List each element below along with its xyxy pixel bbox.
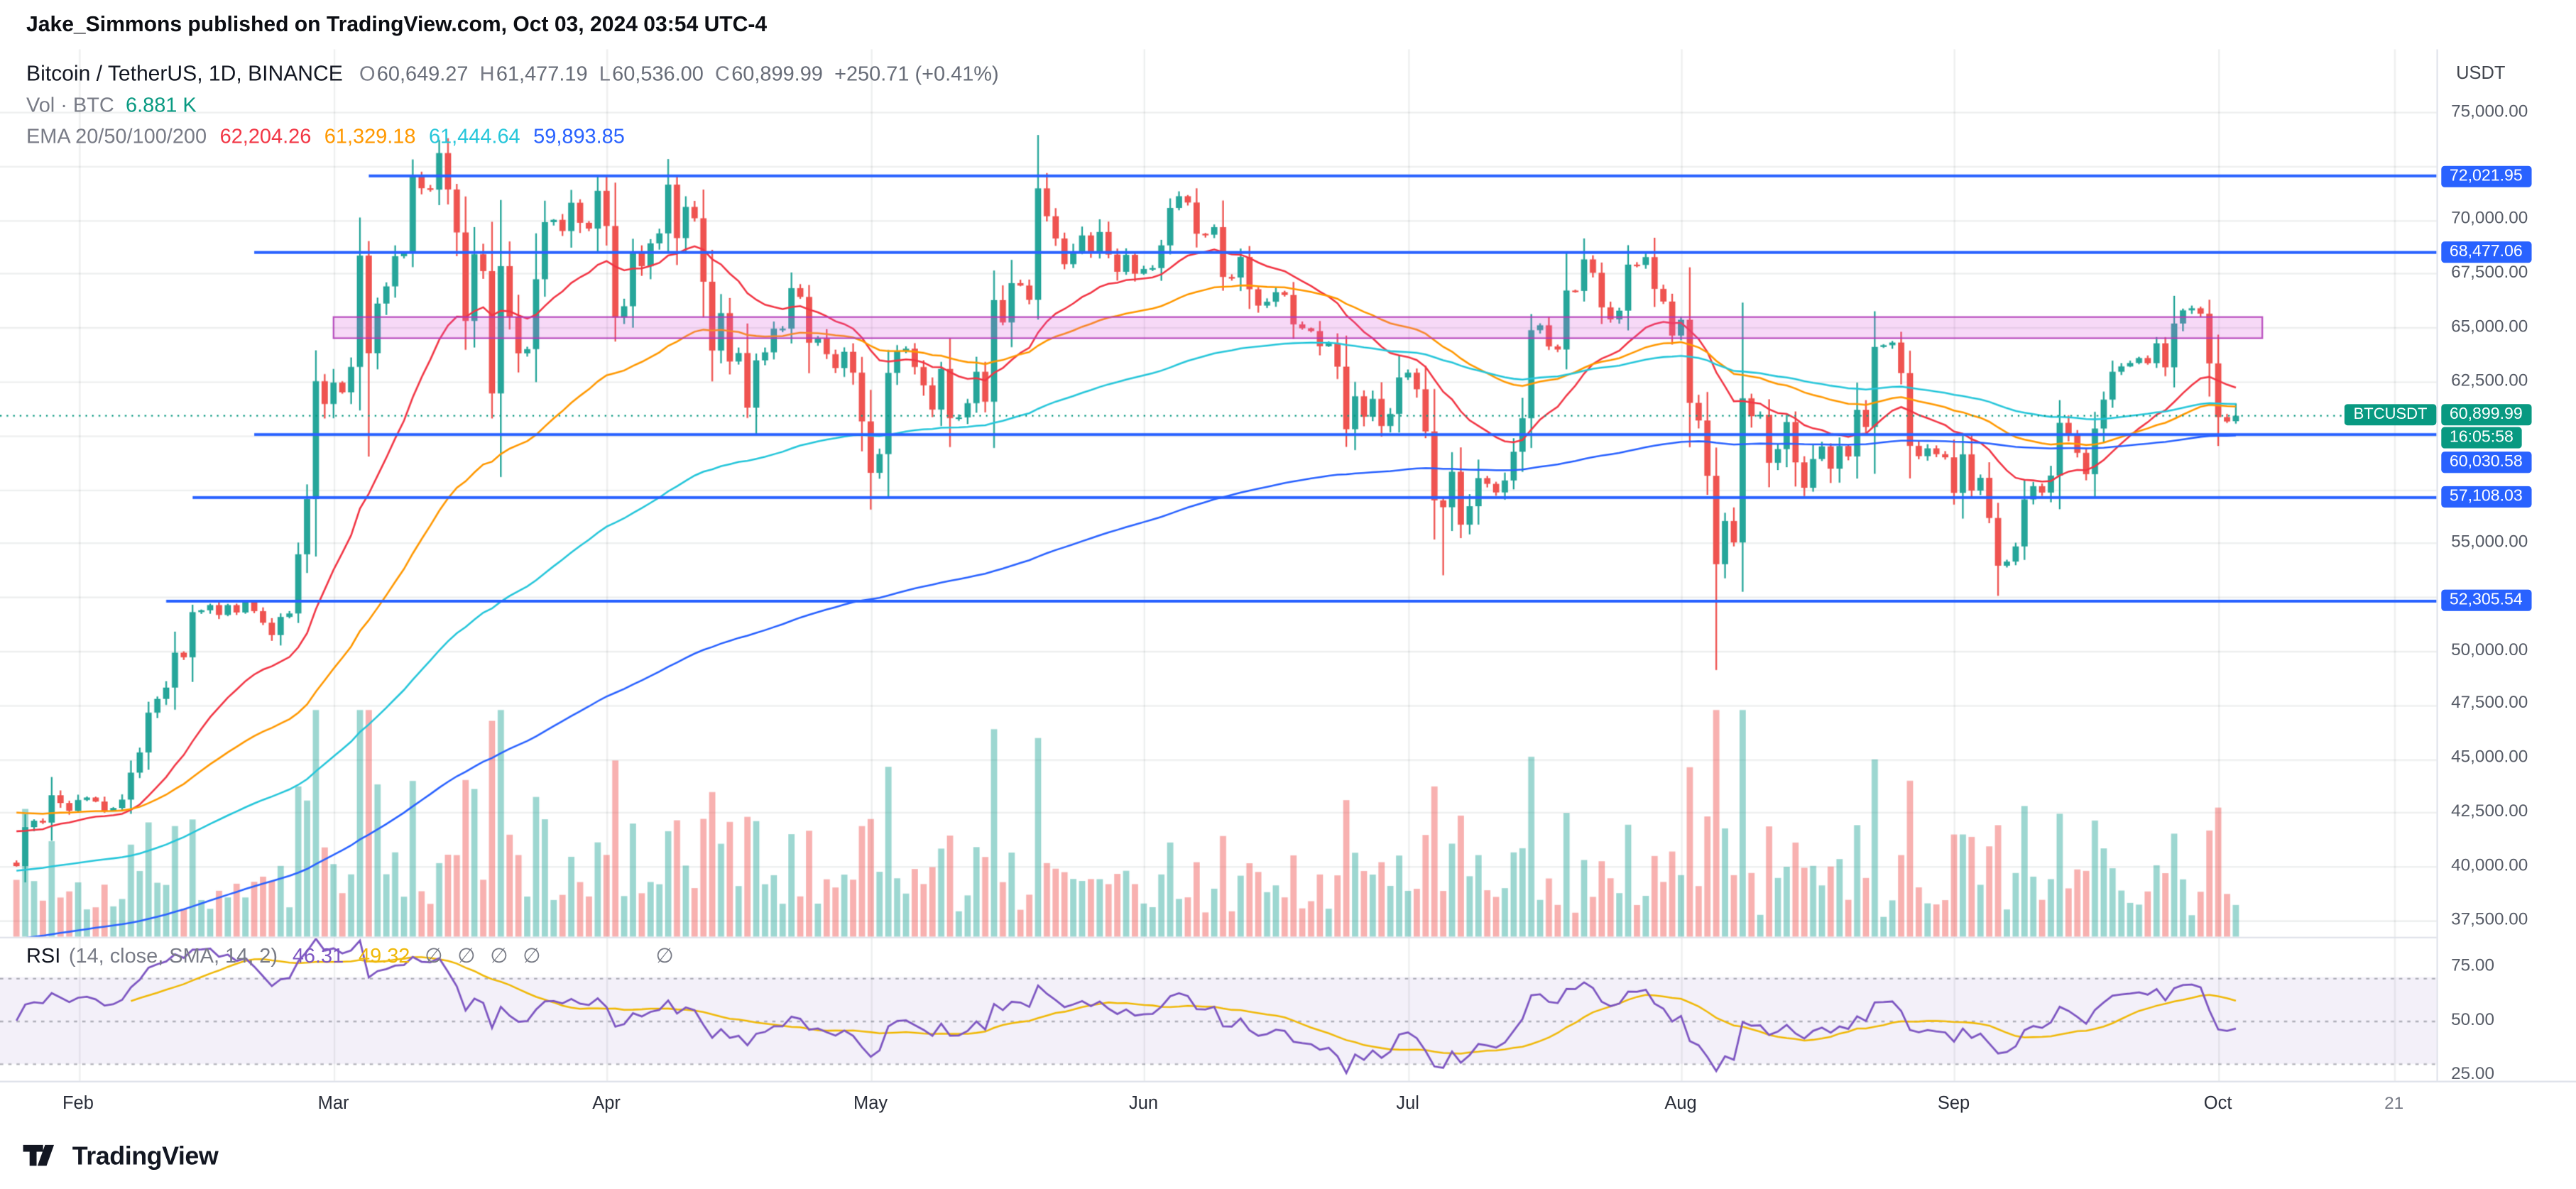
ohlc-l: L 60,536.00 [599, 62, 704, 86]
price-axis-tick: 47,500.00 [2451, 694, 2528, 713]
time-axis-label-jul: Jul [1396, 1093, 1419, 1114]
publish-info-bar: Jake_Simmons published on TradingView.co… [0, 0, 2576, 50]
ema-value-200: 59,893.85 [533, 124, 625, 148]
last-price-symbol-tag: BTCUSDT [2344, 405, 2437, 427]
time-axis-label-may: May [853, 1093, 888, 1114]
price-level-badge: 72,021.95 [2441, 165, 2531, 187]
tradingview-brand-text[interactable]: TradingView [72, 1143, 219, 1171]
ema-label[interactable]: EMA 20/50/100/200 [26, 124, 207, 148]
rsi-value-0: 46.31 [292, 944, 344, 968]
rsi-legend-row: RSI (14, close, SMA, 14, 2) 46.31 49.32 ∅ ∅ ∅ ∅… [26, 943, 674, 968]
price-axis-tick: 50,000.00 [2451, 640, 2528, 659]
ema-legend-row: EMA 20/50/100/200 62,204.26 61,329.18 61,4… [26, 125, 999, 148]
price-level-badge: 60,030.58 [2441, 452, 2531, 474]
rsi-value-1: 49.32 [359, 944, 410, 968]
time-axis-label-feb: Feb [62, 1093, 94, 1114]
volume-label[interactable]: Vol · BTC [26, 93, 114, 117]
rsi-params: (14, close, SMA, 14, 2) [68, 944, 278, 968]
price-axis-tick: 45,000.00 [2451, 747, 2528, 767]
symbol-title[interactable]: Bitcoin / TetherUS, 1D, BINANCE [26, 60, 343, 86]
price-axis-tick: 62,500.00 [2451, 370, 2528, 390]
tradingview-logo-icon[interactable] [23, 1144, 59, 1172]
price-axis-tick: 75,000.00 [2451, 101, 2528, 121]
last-price-badge: 60,899.99 [2441, 405, 2531, 427]
ohlc-values: O 60,649.27 H 61,477.19 L 60,536.00 C 60,899.99 [359, 62, 834, 85]
volume-legend-row: Vol · BTC 6.881 K [26, 94, 999, 116]
footer-bar: TradingView [0, 1127, 2576, 1189]
time-axis[interactable]: Feb Mar Apr May Jun Jul Aug Sep Oct 21 [0, 1080, 2576, 1127]
price-level-badge: 68,477.06 [2441, 241, 2531, 263]
price-axis-tick: 55,000.00 [2451, 532, 2528, 552]
price-axis-tick: 40,000.00 [2451, 855, 2528, 875]
ema-value-50: 61,329.18 [324, 124, 416, 148]
publish-info-text: Jake_Simmons published on TradingView.co… [26, 11, 768, 36]
price-axis[interactable]: USDT 75,000.00 70,000.00 67,500.00 65,000.0… [2436, 49, 2576, 1083]
price-axis-tick: 65,000.00 [2451, 316, 2528, 336]
price-axis-tick: 42,500.00 [2451, 801, 2528, 821]
ema-value-20: 62,204.26 [219, 124, 312, 148]
rsi-axis-tick: 50.00 [2451, 1009, 2494, 1029]
time-axis-label-oct: Oct [2203, 1093, 2232, 1114]
price-chart-canvas[interactable] [0, 49, 2437, 1081]
price-axis-tick: 67,500.00 [2451, 262, 2528, 283]
chart-legend: Bitcoin / TetherUS, 1D, BINANCE O 60,649.… [26, 61, 999, 156]
price-change: +250.71 (+0.41%) [834, 62, 999, 86]
time-axis-label-21: 21 [2384, 1093, 2404, 1114]
ohlc-o: O 60,649.27 [359, 62, 469, 86]
rsi-axis-tick: 25.00 [2451, 1063, 2494, 1083]
price-axis-tick: 37,500.00 [2451, 909, 2528, 929]
rsi-value-2: ∅ [425, 944, 443, 968]
volume-value: 6.881 K [126, 93, 197, 117]
rsi-value-5: ∅ [523, 944, 541, 968]
rsi-value-4: ∅ [490, 944, 508, 968]
ohlc-h: H 61,477.19 [479, 62, 588, 86]
ema-values: 62,204.26 61,329.18 61,444.64 59,893.85 [207, 125, 625, 148]
price-level-badge: 52,305.54 [2441, 590, 2531, 612]
axis-currency-label: USDT [2456, 64, 2506, 84]
ema-value-100: 61,444.64 [428, 124, 520, 148]
rsi-axis-tick: 75.00 [2451, 955, 2494, 975]
time-axis-label-apr: Apr [592, 1093, 621, 1114]
rsi-value-6: ∅ [655, 944, 674, 968]
countdown-badge: 16:05:58 [2441, 427, 2522, 449]
ohlc-c: C 60,899.99 [715, 62, 823, 86]
time-axis-label-jun: Jun [1129, 1093, 1159, 1114]
time-axis-label-aug: Aug [1664, 1093, 1697, 1114]
rsi-title[interactable]: RSI [26, 944, 61, 968]
time-axis-label-mar: Mar [317, 1093, 349, 1114]
price-axis-tick: 70,000.00 [2451, 209, 2528, 229]
rsi-values: 46.31 49.32 ∅ ∅ ∅ ∅ ∅ [278, 944, 674, 967]
rsi-value-3: ∅ [457, 944, 476, 968]
time-axis-label-sep: Sep [1937, 1093, 1970, 1114]
price-level-badge: 57,108.03 [2441, 486, 2531, 508]
symbol-legend-row: Bitcoin / TetherUS, 1D, BINANCE O 60,649.… [26, 61, 999, 86]
